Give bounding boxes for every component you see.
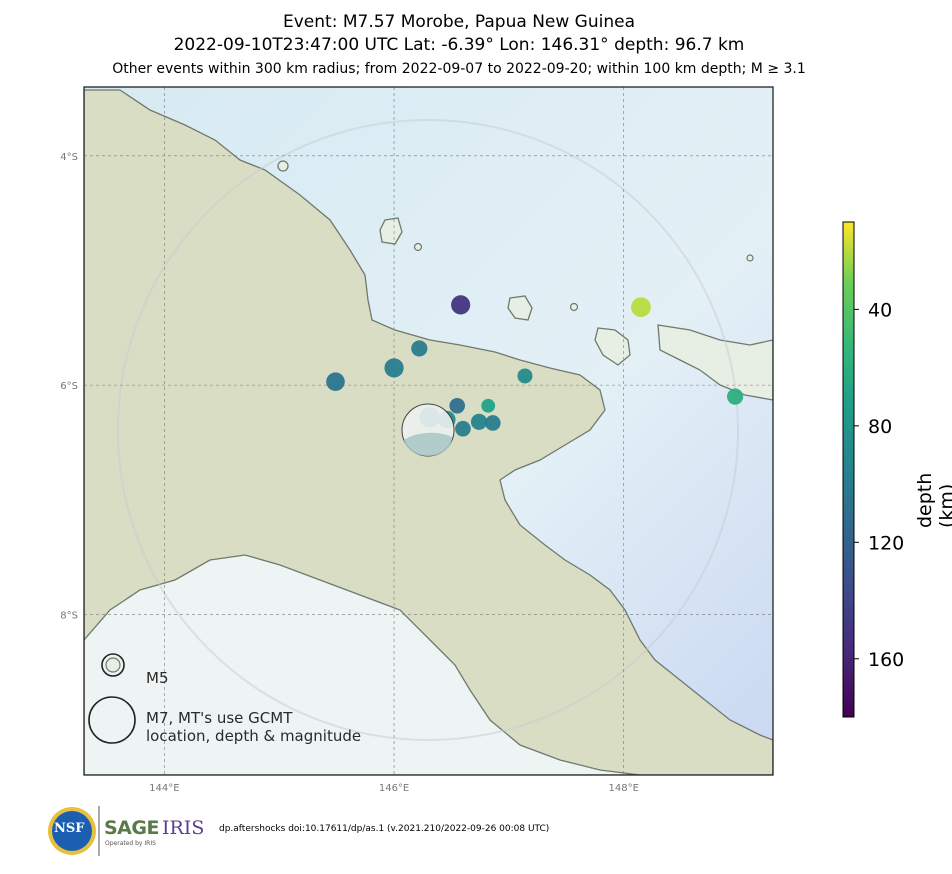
basemap xyxy=(84,87,773,775)
event-details: 2022-09-10T23:47:00 UTC Lat: -6.39° Lon:… xyxy=(173,35,745,55)
land-south-coast xyxy=(84,554,641,775)
event-marker xyxy=(470,413,488,430)
legend-m5-circle xyxy=(101,653,125,677)
land-islet xyxy=(277,160,289,172)
event-marker xyxy=(481,398,496,413)
longitude-tick-label: 144°E xyxy=(149,783,179,794)
land-islet xyxy=(746,254,754,262)
legend-m7-circle xyxy=(88,696,136,744)
magnitude-legend: M5 M7, MT's use GCMT location, depth & m… xyxy=(88,653,361,745)
legend-m5-label: M5 xyxy=(146,669,169,687)
land-new-britain xyxy=(657,324,773,401)
map-frame xyxy=(83,86,774,776)
mainshock-beachball xyxy=(401,403,455,457)
sage-wordmark: SAGE xyxy=(104,817,159,839)
longitude-tick-label: 146°E xyxy=(379,783,409,794)
colorbar-gradient xyxy=(842,221,855,718)
land-karkar xyxy=(379,217,403,245)
latitude-tick-label: 6°S xyxy=(60,381,78,392)
legend-m7-label: M7, MT's use GCMT xyxy=(146,709,293,727)
citation-text: dp.aftershocks doi:10.17611/dp/as.1 (v.2… xyxy=(219,824,550,834)
event-marker xyxy=(517,368,533,384)
event-marker xyxy=(384,358,404,378)
event-marker xyxy=(727,388,744,405)
event-marker xyxy=(631,297,651,318)
selection-criteria: Other events within 300 km radius; from … xyxy=(112,61,806,77)
land-islet xyxy=(413,242,423,252)
colorbar-ticks: 40 80 120 160 xyxy=(854,299,904,671)
event-marker xyxy=(451,295,471,315)
event-marker xyxy=(455,420,471,437)
radius-circle xyxy=(117,119,739,741)
event-markers xyxy=(326,295,744,437)
depth-colorbar: 40 80 120 160 xyxy=(842,221,904,718)
longitude-tick-label: 148°E xyxy=(609,783,639,794)
land-long-island xyxy=(507,295,533,321)
map-title: Event: M7.57 Morobe, Papua New Guinea xyxy=(283,12,635,32)
longitude-ticks: 144°E 146°E 148°E xyxy=(149,783,639,794)
latitude-tick-label: 4°S xyxy=(60,152,78,163)
colorbar-tick-label: 40 xyxy=(868,299,892,321)
colorbar-label: depth (km) xyxy=(914,472,952,528)
land-islet xyxy=(569,302,579,312)
event-marker xyxy=(326,372,345,391)
nsf-wordmark: NSF xyxy=(54,821,85,836)
land-islet xyxy=(105,657,121,673)
latitude-ticks: 4°S 6°S 8°S xyxy=(60,152,78,622)
event-marker xyxy=(485,415,501,431)
latitude-tick-label: 8°S xyxy=(60,610,78,621)
event-marker xyxy=(449,397,466,414)
event-marker xyxy=(411,340,428,357)
colorbar-tick-label: 80 xyxy=(868,416,892,438)
colorbar-tick-label: 160 xyxy=(868,649,904,671)
legend-m7-note: location, depth & magnitude xyxy=(146,727,361,745)
operated-by-text: Operated by IRIS xyxy=(105,840,156,847)
colorbar-tick-label: 120 xyxy=(868,532,904,554)
graticule xyxy=(84,87,773,775)
iris-wordmark: IRIS xyxy=(162,817,205,839)
nsf-logo xyxy=(48,806,100,856)
